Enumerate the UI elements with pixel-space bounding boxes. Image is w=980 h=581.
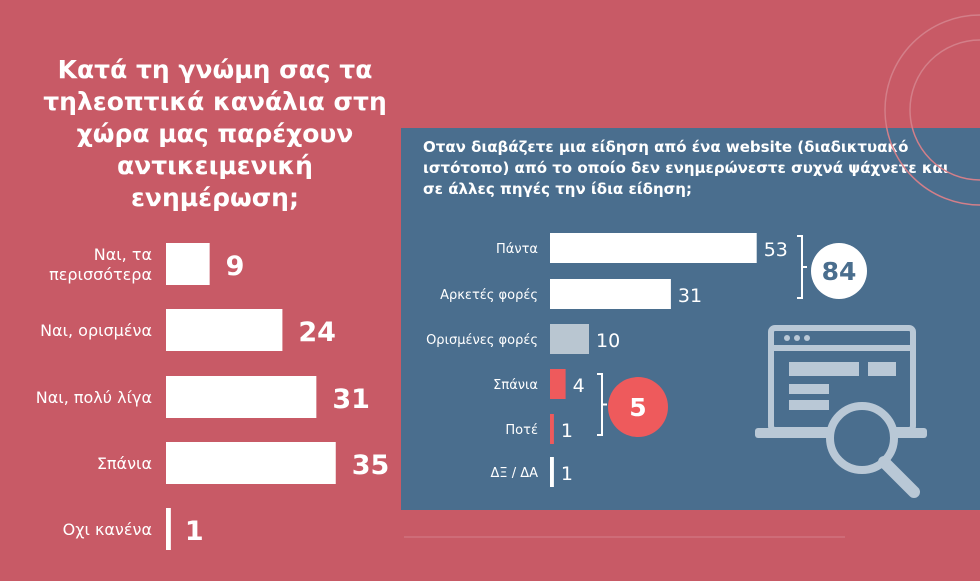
bar-right-1 — [550, 279, 671, 309]
category-label-left-4-0: Οχι κανένα — [63, 520, 152, 539]
right-chart-title: Οταν διαβάζετε μια είδηση από ένα websit… — [423, 138, 949, 198]
category-label-left-1-0: Ναι, ορισμένα — [40, 321, 152, 340]
category-label-left-0-0: Ναι, τα — [94, 245, 152, 264]
bar-right-2 — [550, 324, 589, 354]
value-label-left-1: 24 — [298, 317, 336, 348]
deco-arc-outer — [884, 14, 980, 206]
value-label-right-3: 4 — [573, 375, 585, 397]
group-bracket-0 — [797, 235, 807, 299]
bar-left-0 — [166, 243, 210, 285]
category-label-left-0-1: περισσότερα — [49, 265, 152, 284]
left-chart-title: Κατά τη γνώμη σας τα τηλεοπτικά κανάλια … — [43, 55, 387, 212]
value-label-right-2: 10 — [596, 330, 620, 352]
bar-left-4 — [166, 508, 171, 550]
value-label-right-4: 1 — [561, 420, 573, 442]
category-label-left-3-0: Σπάνια — [97, 454, 152, 473]
value-label-left-4: 1 — [185, 516, 204, 547]
category-label-right-2: Ορισμένες φορές — [426, 333, 538, 348]
group-total-label-1: 5 — [629, 393, 646, 422]
deco-arc-inner — [909, 39, 980, 181]
category-label-left-2-0: Ναι, πολύ λίγα — [36, 388, 152, 407]
category-label-right-5: ΔΞ / ΔΑ — [490, 466, 538, 481]
value-label-right-1: 31 — [678, 285, 702, 307]
bar-left-3 — [166, 442, 336, 484]
bar-right-3 — [550, 369, 566, 399]
group-total-label-0: 84 — [822, 257, 857, 286]
group-bracket-1 — [597, 373, 607, 436]
value-label-right-0: 53 — [764, 239, 788, 261]
bar-right-5 — [550, 457, 554, 487]
category-label-right-1: Αρκετές φορές — [440, 288, 538, 303]
value-label-left-0: 9 — [226, 251, 245, 282]
magnifier-icon — [826, 402, 920, 498]
bar-right-0 — [550, 233, 757, 263]
value-label-left-3: 35 — [352, 450, 390, 481]
bar-left-1 — [166, 309, 283, 351]
category-label-right-0: Πάντα — [496, 242, 538, 257]
category-label-right-3: Σπάνια — [493, 378, 538, 393]
group-total-circle-0 — [811, 243, 867, 299]
bar-left-2 — [166, 376, 317, 418]
bar-right-4 — [550, 414, 554, 444]
group-total-circle-1 — [608, 377, 668, 437]
category-label-right-4: Ποτέ — [505, 423, 538, 438]
value-label-right-5: 1 — [561, 463, 573, 485]
value-label-left-2: 31 — [332, 384, 370, 415]
